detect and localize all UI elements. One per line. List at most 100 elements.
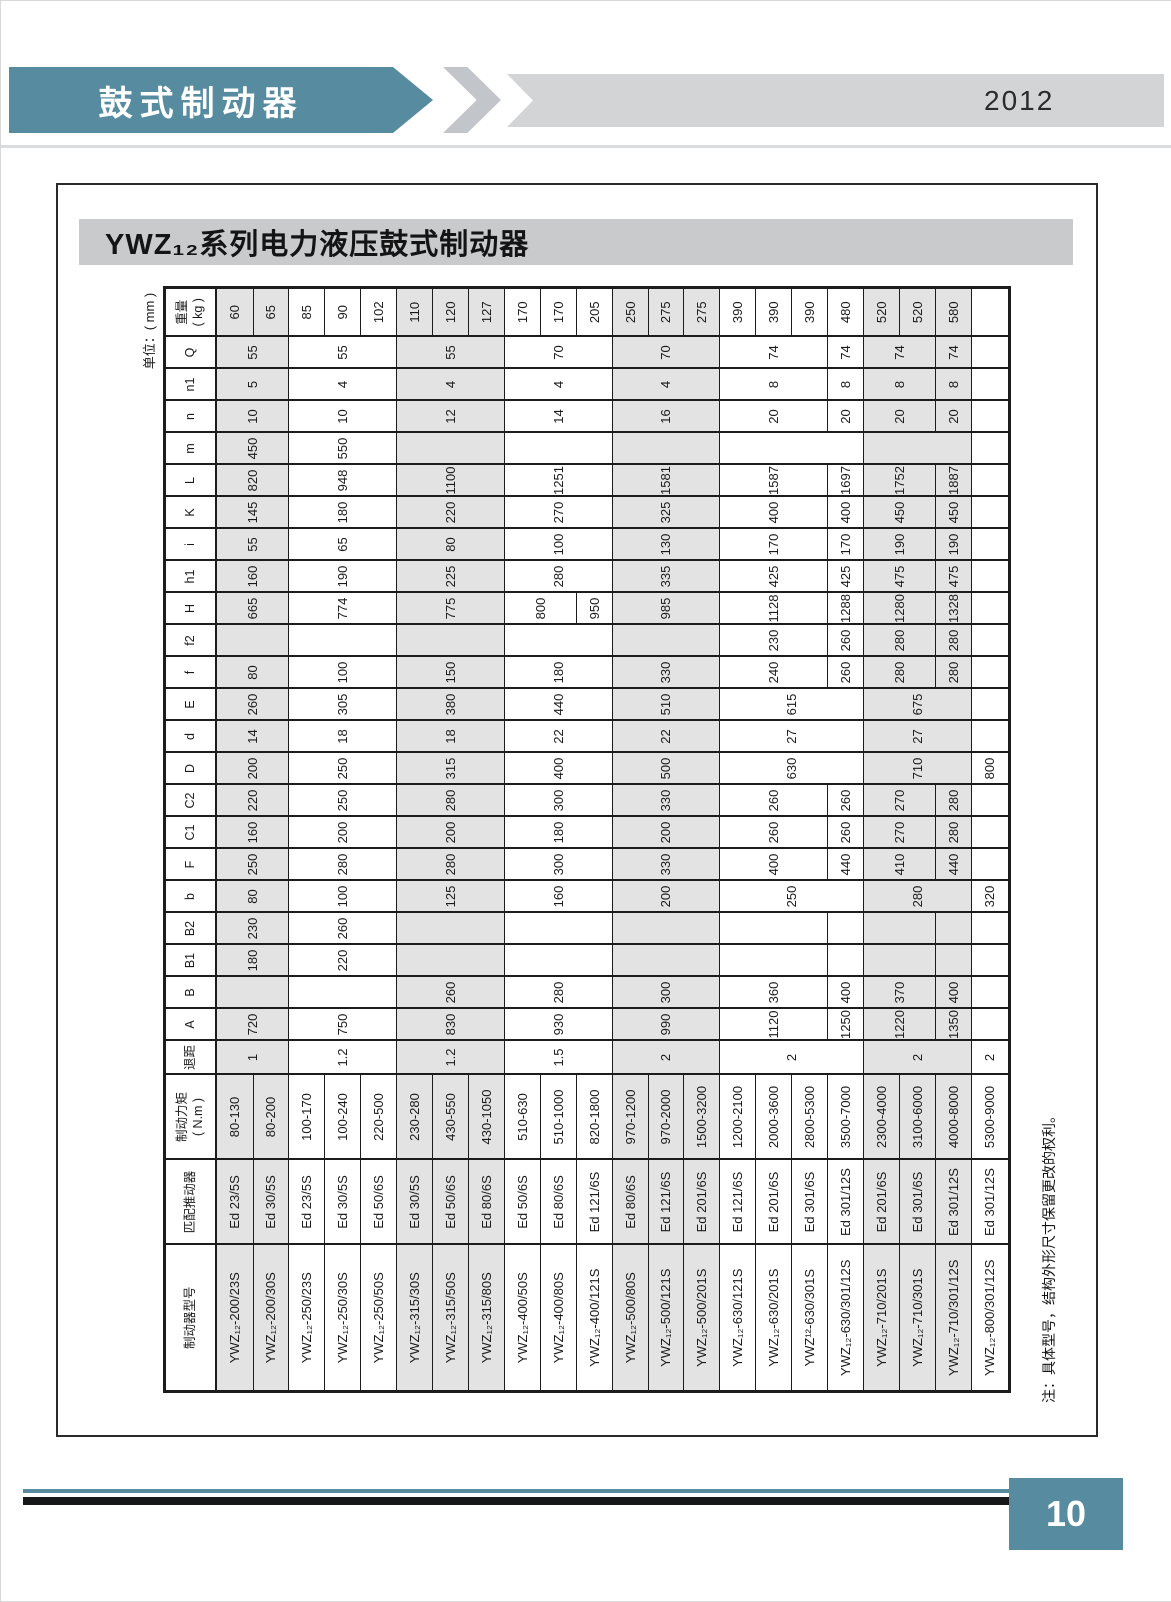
spec-cell: 260 bbox=[827, 624, 864, 657]
model-cell: YWZ₁₂-250/23S bbox=[288, 1244, 325, 1392]
spec-cell: 1280 bbox=[863, 592, 936, 625]
spec-cell bbox=[612, 912, 720, 945]
spec-cell: 20 bbox=[719, 400, 828, 433]
spec-cell: 250 bbox=[288, 784, 397, 817]
spec-cell: 750 bbox=[288, 1008, 397, 1041]
spec-cell: 100 bbox=[288, 880, 397, 913]
spec-cell: 18 bbox=[396, 720, 505, 753]
spec-cell: 1251 bbox=[504, 464, 613, 497]
spec-cell bbox=[863, 432, 972, 465]
spec-cell: Ed 23/5S bbox=[288, 1159, 325, 1245]
spec-cell: 55 bbox=[396, 336, 505, 369]
spec-cell: 8 bbox=[719, 368, 828, 401]
spec-cell: 400 bbox=[719, 848, 828, 881]
spec-cell bbox=[612, 624, 720, 657]
table-row: YWZ₁₂-800/301/12S Ed 301/12S 5300-9000 2 320… bbox=[971, 287, 1010, 1392]
spec-cell: 480 bbox=[827, 287, 864, 337]
spec-cell: 275 bbox=[648, 287, 684, 337]
spec-cell: Ed 301/6S bbox=[899, 1159, 936, 1245]
section-band: YWZ₁₂系列电力液压鼓式制动器 bbox=[79, 219, 1073, 265]
table-row: YWZ₁₂-500/80S Ed 80/6S 970-1200 2 990 300 200 3… bbox=[612, 287, 720, 1392]
spec-cell: 260 bbox=[216, 688, 289, 721]
spec-cell: 520 bbox=[863, 287, 900, 337]
col-header: B2 bbox=[164, 912, 216, 945]
spec-cell: 425 bbox=[827, 560, 864, 593]
spec-cell: 8 bbox=[863, 368, 936, 401]
spec-cell: Ed 121/6S bbox=[648, 1159, 684, 1245]
spec-cell: 280 bbox=[935, 624, 972, 657]
spec-cell: 180 bbox=[216, 944, 289, 977]
spec-cell: Ed 301/12S bbox=[971, 1159, 1010, 1245]
spec-cell: 370 bbox=[863, 976, 936, 1009]
spec-cell: 190 bbox=[863, 528, 936, 561]
spec-cell: 550 bbox=[288, 432, 397, 465]
spec-cell bbox=[216, 976, 289, 1009]
spec-cell bbox=[827, 912, 864, 945]
spec-cell: 170 bbox=[827, 528, 864, 561]
spec-cell: 5 bbox=[216, 368, 289, 401]
spec-cell: 4 bbox=[288, 368, 397, 401]
spec-cell: 430-1050 bbox=[468, 1074, 505, 1160]
spec-cell: 190 bbox=[935, 528, 972, 561]
col-header: m bbox=[164, 432, 216, 465]
spec-cell: 14 bbox=[216, 720, 289, 753]
spec-cell: 200 bbox=[612, 816, 720, 849]
spec-cell: Ed 30/5S bbox=[324, 1159, 361, 1245]
col-header: 重量 ( kg ) bbox=[164, 287, 216, 337]
spec-cell: 230-280 bbox=[396, 1074, 433, 1160]
spec-cell: 280 bbox=[863, 880, 972, 913]
spec-cell: 1 bbox=[216, 1040, 289, 1075]
spec-cell: 270 bbox=[863, 816, 936, 849]
spec-cell: 500 bbox=[612, 752, 720, 785]
spec-cell: Ed 23/5S bbox=[216, 1159, 254, 1245]
spec-cell: 440 bbox=[827, 848, 864, 881]
spec-cell: Ed 30/5S bbox=[396, 1159, 433, 1245]
model-cell: YWZ₁₂-710/301S bbox=[899, 1244, 936, 1392]
spec-cell: 2 bbox=[863, 1040, 972, 1075]
spec-cell bbox=[971, 287, 1010, 337]
spec-cell bbox=[504, 624, 613, 657]
spec-cell: 275 bbox=[683, 287, 720, 337]
col-header: L bbox=[164, 464, 216, 497]
spec-cell: 410 bbox=[863, 848, 936, 881]
spec-cell: 130 bbox=[612, 528, 720, 561]
table-row: YWZ₁₂-250/23S Ed 23/5S 100-170 1.2 750 220 260… bbox=[288, 287, 397, 1392]
spec-cell: 280 bbox=[504, 560, 613, 593]
spec-cell bbox=[971, 976, 1010, 1009]
spec-cell bbox=[288, 624, 397, 657]
banner-arrow-icon bbox=[393, 67, 433, 133]
spec-cell: 170 bbox=[719, 528, 828, 561]
spec-cell: 830 bbox=[396, 1008, 505, 1041]
spec-cell bbox=[719, 944, 828, 977]
col-header: C1 bbox=[164, 816, 216, 849]
spec-cell bbox=[288, 976, 397, 1009]
spec-cell: 675 bbox=[863, 688, 972, 721]
spec-cell: 1220 bbox=[863, 1008, 936, 1041]
spec-cell: 200 bbox=[396, 816, 505, 849]
spec-cell: 3100-6000 bbox=[899, 1074, 936, 1160]
spec-cell: 8 bbox=[935, 368, 972, 401]
model-cell: YWZ₁₂-500/121S bbox=[648, 1244, 684, 1392]
spec-cell: 280 bbox=[935, 656, 972, 689]
table-row: YWZ₁₂-710/201S Ed 201/6S 2300-4000 2 1220 370… bbox=[863, 287, 972, 1392]
spec-cell: 630 bbox=[719, 752, 864, 785]
spec-cell: 280 bbox=[396, 848, 505, 881]
spec-cell: 970-2000 bbox=[648, 1074, 684, 1160]
spec-cell: Ed 50/6S bbox=[504, 1159, 541, 1245]
spec-cell: 280 bbox=[504, 976, 613, 1009]
spec-cell: 220-500 bbox=[360, 1074, 397, 1160]
spec-cell: 1100 bbox=[396, 464, 505, 497]
spec-cell bbox=[863, 912, 936, 945]
model-cell: YWZ₁₂-200/30S bbox=[253, 1244, 289, 1392]
spec-cell: 335 bbox=[612, 560, 720, 593]
spec-cell: 1128 bbox=[719, 592, 828, 625]
spec-cell: 100-240 bbox=[324, 1074, 361, 1160]
footer-black-line bbox=[23, 1497, 1009, 1505]
spec-cell: 520 bbox=[899, 287, 936, 337]
spec-cell bbox=[971, 464, 1010, 497]
spec-cell: 800 bbox=[971, 752, 1010, 785]
spec-cell: 710 bbox=[863, 752, 972, 785]
table-row: YWZ₁₂-315/30S Ed 30/5S 230-280 1.2 830 260 125… bbox=[396, 287, 505, 1392]
